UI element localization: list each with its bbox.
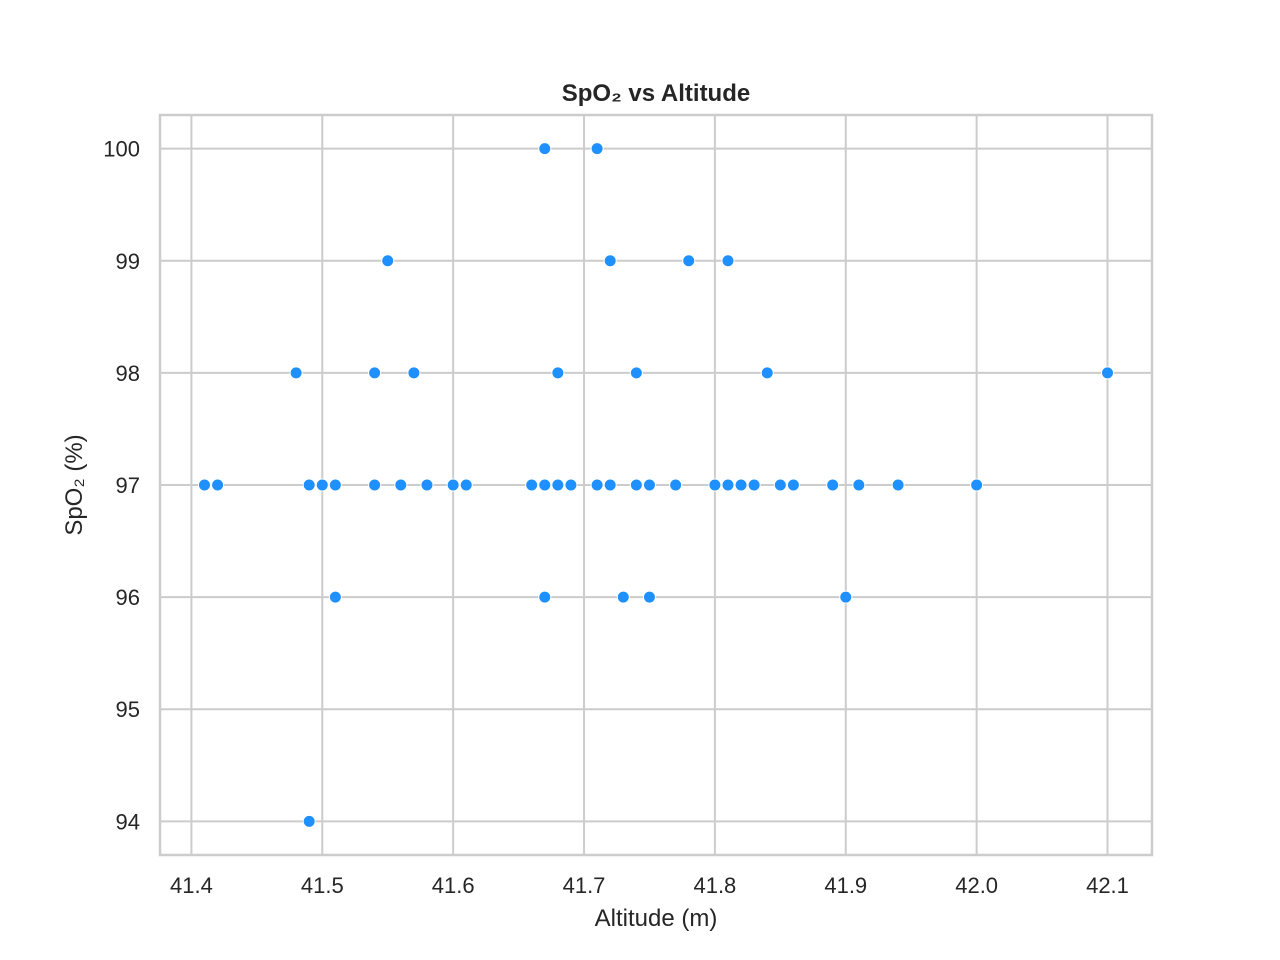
x-tick-label: 41.9	[824, 873, 867, 898]
data-point	[551, 478, 565, 492]
y-tick-label: 100	[103, 137, 140, 162]
data-point	[629, 366, 643, 380]
chart-title: SpO₂ vs Altitude	[562, 80, 750, 107]
data-point	[315, 478, 329, 492]
data-point	[642, 478, 656, 492]
data-point	[368, 366, 382, 380]
data-point	[538, 590, 552, 604]
data-point	[368, 478, 382, 492]
x-tick-label: 41.8	[693, 873, 736, 898]
data-point	[538, 142, 552, 156]
data-point	[407, 366, 421, 380]
data-point	[721, 254, 735, 268]
data-point	[328, 478, 342, 492]
x-tick-label: 41.4	[170, 873, 213, 898]
data-point	[708, 478, 722, 492]
data-point	[852, 478, 866, 492]
data-point	[590, 142, 604, 156]
data-point	[629, 478, 643, 492]
data-point	[302, 478, 316, 492]
data-point	[891, 478, 905, 492]
x-tick-label: 41.6	[432, 873, 475, 898]
data-point	[747, 478, 761, 492]
data-point	[642, 590, 656, 604]
data-point	[603, 254, 617, 268]
y-axis-label: SpO₂ (%)	[61, 434, 88, 535]
data-point	[721, 478, 735, 492]
data-point	[682, 254, 696, 268]
data-point	[590, 478, 604, 492]
data-point	[525, 478, 539, 492]
y-tick-labels: 94 95 96 97 98 99 100	[103, 137, 140, 835]
y-tick-label: 96	[116, 585, 140, 610]
data-point	[394, 478, 408, 492]
data-point	[446, 478, 460, 492]
data-point	[551, 366, 565, 380]
data-point	[197, 478, 211, 492]
y-tick-label: 97	[116, 473, 140, 498]
data-point	[459, 478, 473, 492]
data-point	[381, 254, 395, 268]
x-tick-labels: 41.4 41.5 41.6 41.7 41.8 41.9 42.0 42.1	[170, 873, 1129, 898]
y-tick-label: 99	[116, 249, 140, 274]
data-point	[564, 478, 578, 492]
x-tick-label: 42.0	[955, 873, 998, 898]
x-tick-label: 42.1	[1086, 873, 1129, 898]
data-point	[970, 478, 984, 492]
data-point	[603, 478, 617, 492]
data-point	[302, 814, 316, 828]
data-point	[773, 478, 787, 492]
data-point	[734, 478, 748, 492]
data-point	[289, 366, 303, 380]
data-point	[211, 478, 225, 492]
data-points	[197, 142, 1115, 828]
data-point	[328, 590, 342, 604]
y-tick-label: 98	[116, 361, 140, 386]
y-tick-label: 95	[116, 697, 140, 722]
data-point	[1101, 366, 1115, 380]
x-tick-label: 41.5	[301, 873, 344, 898]
data-point	[826, 478, 840, 492]
y-tick-label: 94	[116, 809, 140, 834]
data-point	[839, 590, 853, 604]
plot-frame	[158, 113, 1154, 857]
data-point	[760, 366, 774, 380]
data-point	[669, 478, 683, 492]
x-tick-label: 41.7	[563, 873, 606, 898]
data-point	[786, 478, 800, 492]
x-axis-label: Altitude (m)	[595, 905, 718, 932]
data-point	[538, 478, 552, 492]
data-point	[616, 590, 630, 604]
data-point	[420, 478, 434, 492]
